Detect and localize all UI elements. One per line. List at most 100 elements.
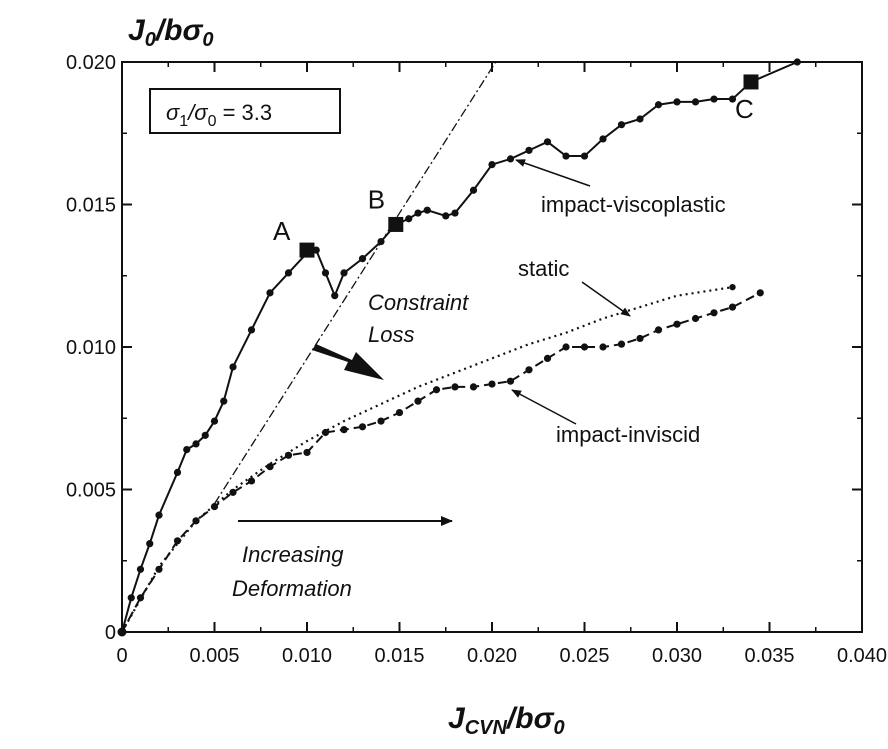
data-point-impact-inviscid (756, 289, 764, 297)
x-tick-label: 0.035 (744, 645, 794, 667)
data-point-impact-viscoplastic (423, 206, 431, 214)
marker-c (743, 74, 759, 90)
data-point-impact-viscoplastic (617, 121, 626, 129)
y-tick-label: 0.015 (66, 195, 116, 217)
data-point-impact-viscoplastic (247, 326, 256, 334)
x-tick-label: 0.015 (374, 645, 424, 667)
data-point-impact-inviscid (506, 377, 515, 385)
reference-line (213, 61, 497, 505)
annotation-constraint: Constraint (368, 290, 469, 315)
data-point-impact-inviscid (488, 380, 496, 388)
data-point-impact-viscoplastic (691, 98, 700, 106)
marker-b (388, 216, 404, 232)
data-point-impact-inviscid (247, 477, 256, 485)
pointer-impact-inviscid (511, 389, 577, 425)
y-axis-title: J0/bσ0 (128, 14, 214, 51)
axis-tick-labels: 0 0.005 0.010 0.015 0.020 0.025 0.030 0.035 0.04… (66, 52, 887, 667)
data-point-impact-inviscid (543, 354, 552, 362)
data-point-impact-viscoplastic (636, 115, 644, 123)
pointer-impact-viscoplastic (515, 159, 591, 187)
data-point-impact-inviscid (451, 383, 459, 391)
data-point-impact-inviscid (414, 397, 422, 405)
data-point-impact-viscoplastic (442, 212, 450, 220)
data-point-impact-viscoplastic (155, 511, 163, 519)
data-point-impact-viscoplastic (173, 468, 182, 476)
data-point-impact-viscoplastic (146, 540, 154, 548)
data-point-impact-viscoplastic (673, 98, 681, 106)
data-point-impact-viscoplastic (506, 155, 515, 163)
constraint-loss-arrow (312, 344, 384, 380)
x-tick-label: 0.040 (837, 645, 887, 667)
sigma-ratio-box: σ1/σ0 = 3.3 (149, 88, 341, 134)
data-point-impact-inviscid (358, 423, 367, 431)
data-point-impact-viscoplastic (451, 209, 459, 217)
series-line-impact-inviscid (121, 291, 761, 633)
data-point-impact-inviscid (636, 334, 644, 343)
data-point-impact-viscoplastic (710, 95, 718, 103)
data-point-impact-viscoplastic (358, 255, 367, 263)
series-layer (117, 58, 801, 637)
data-point-impact-inviscid (395, 408, 404, 417)
annotation-increasing: Increasing (242, 542, 344, 567)
series-line-impact-viscoplastic (121, 61, 798, 633)
data-point-impact-viscoplastic (469, 186, 478, 194)
label-impact-inviscid: impact-inviscid (556, 422, 700, 447)
axis-ticks (121, 61, 863, 633)
data-point-impact-inviscid (155, 565, 163, 573)
data-point-impact-viscoplastic (414, 209, 422, 217)
data-point-impact-inviscid (525, 366, 533, 374)
data-point-impact-inviscid (136, 594, 145, 602)
data-point-impact-inviscid (266, 463, 274, 471)
data-point-impact-viscoplastic (793, 58, 801, 66)
data-point-impact-viscoplastic (201, 431, 209, 439)
y-tick-label: 0 (105, 622, 116, 644)
data-point-impact-inviscid (673, 320, 681, 328)
data-point-impact-viscoplastic (728, 95, 737, 103)
data-point-impact-inviscid (710, 309, 718, 317)
data-point-impact-viscoplastic (127, 594, 135, 602)
x-tick-label: 0.030 (652, 645, 702, 667)
data-point-impact-viscoplastic (183, 446, 191, 454)
plot-frame (121, 61, 863, 633)
marker-a (299, 242, 315, 258)
data-point-impact-viscoplastic (136, 565, 145, 573)
svg-text:σ1/σ0 = 3.3: σ1/σ0 = 3.3 (166, 100, 272, 130)
data-point-impact-inviscid (691, 314, 700, 323)
x-tick-label: 0 (116, 645, 127, 667)
data-point-impact-inviscid (432, 386, 441, 394)
data-point-impact-viscoplastic (377, 237, 385, 246)
data-point-impact-inviscid (562, 343, 570, 351)
data-point-impact-inviscid (599, 343, 607, 351)
x-tick-label: 0.005 (189, 645, 239, 667)
marker-label-b: B (368, 184, 385, 214)
marker-label-a: A (273, 216, 291, 246)
data-point-impact-inviscid (210, 503, 219, 511)
data-point-static (729, 283, 736, 291)
data-point-impact-inviscid (173, 537, 182, 545)
x-axis-title: JCVN/bσ0 (448, 702, 565, 739)
data-point-impact-inviscid (728, 303, 737, 311)
x-tick-label: 0.025 (559, 645, 609, 667)
data-point-impact-viscoplastic (210, 417, 219, 425)
data-point-impact-inviscid (469, 383, 478, 391)
data-point-impact-viscoplastic (488, 161, 496, 169)
data-point-impact-inviscid (303, 448, 311, 457)
y-tick-label: 0.020 (66, 52, 116, 74)
data-point-impact-viscoplastic (331, 292, 339, 300)
x-tick-label: 0.010 (282, 645, 332, 667)
data-point-impact-viscoplastic (405, 215, 413, 223)
data-point-impact-viscoplastic (654, 101, 663, 109)
data-point-impact-viscoplastic (599, 135, 607, 143)
data-point-impact-viscoplastic (229, 363, 237, 371)
data-point-impact-viscoplastic (266, 289, 274, 297)
annotation-loss: Loss (368, 322, 414, 347)
data-point-impact-inviscid (321, 428, 330, 437)
origin-point (117, 627, 127, 637)
marker-label-c: C (735, 94, 754, 124)
data-point-impact-viscoplastic (543, 138, 552, 146)
data-point-impact-viscoplastic (562, 152, 570, 160)
data-point-impact-viscoplastic (192, 440, 200, 448)
pointer-static (581, 281, 631, 317)
data-point-impact-inviscid (229, 488, 237, 496)
data-point-impact-viscoplastic (525, 146, 533, 154)
